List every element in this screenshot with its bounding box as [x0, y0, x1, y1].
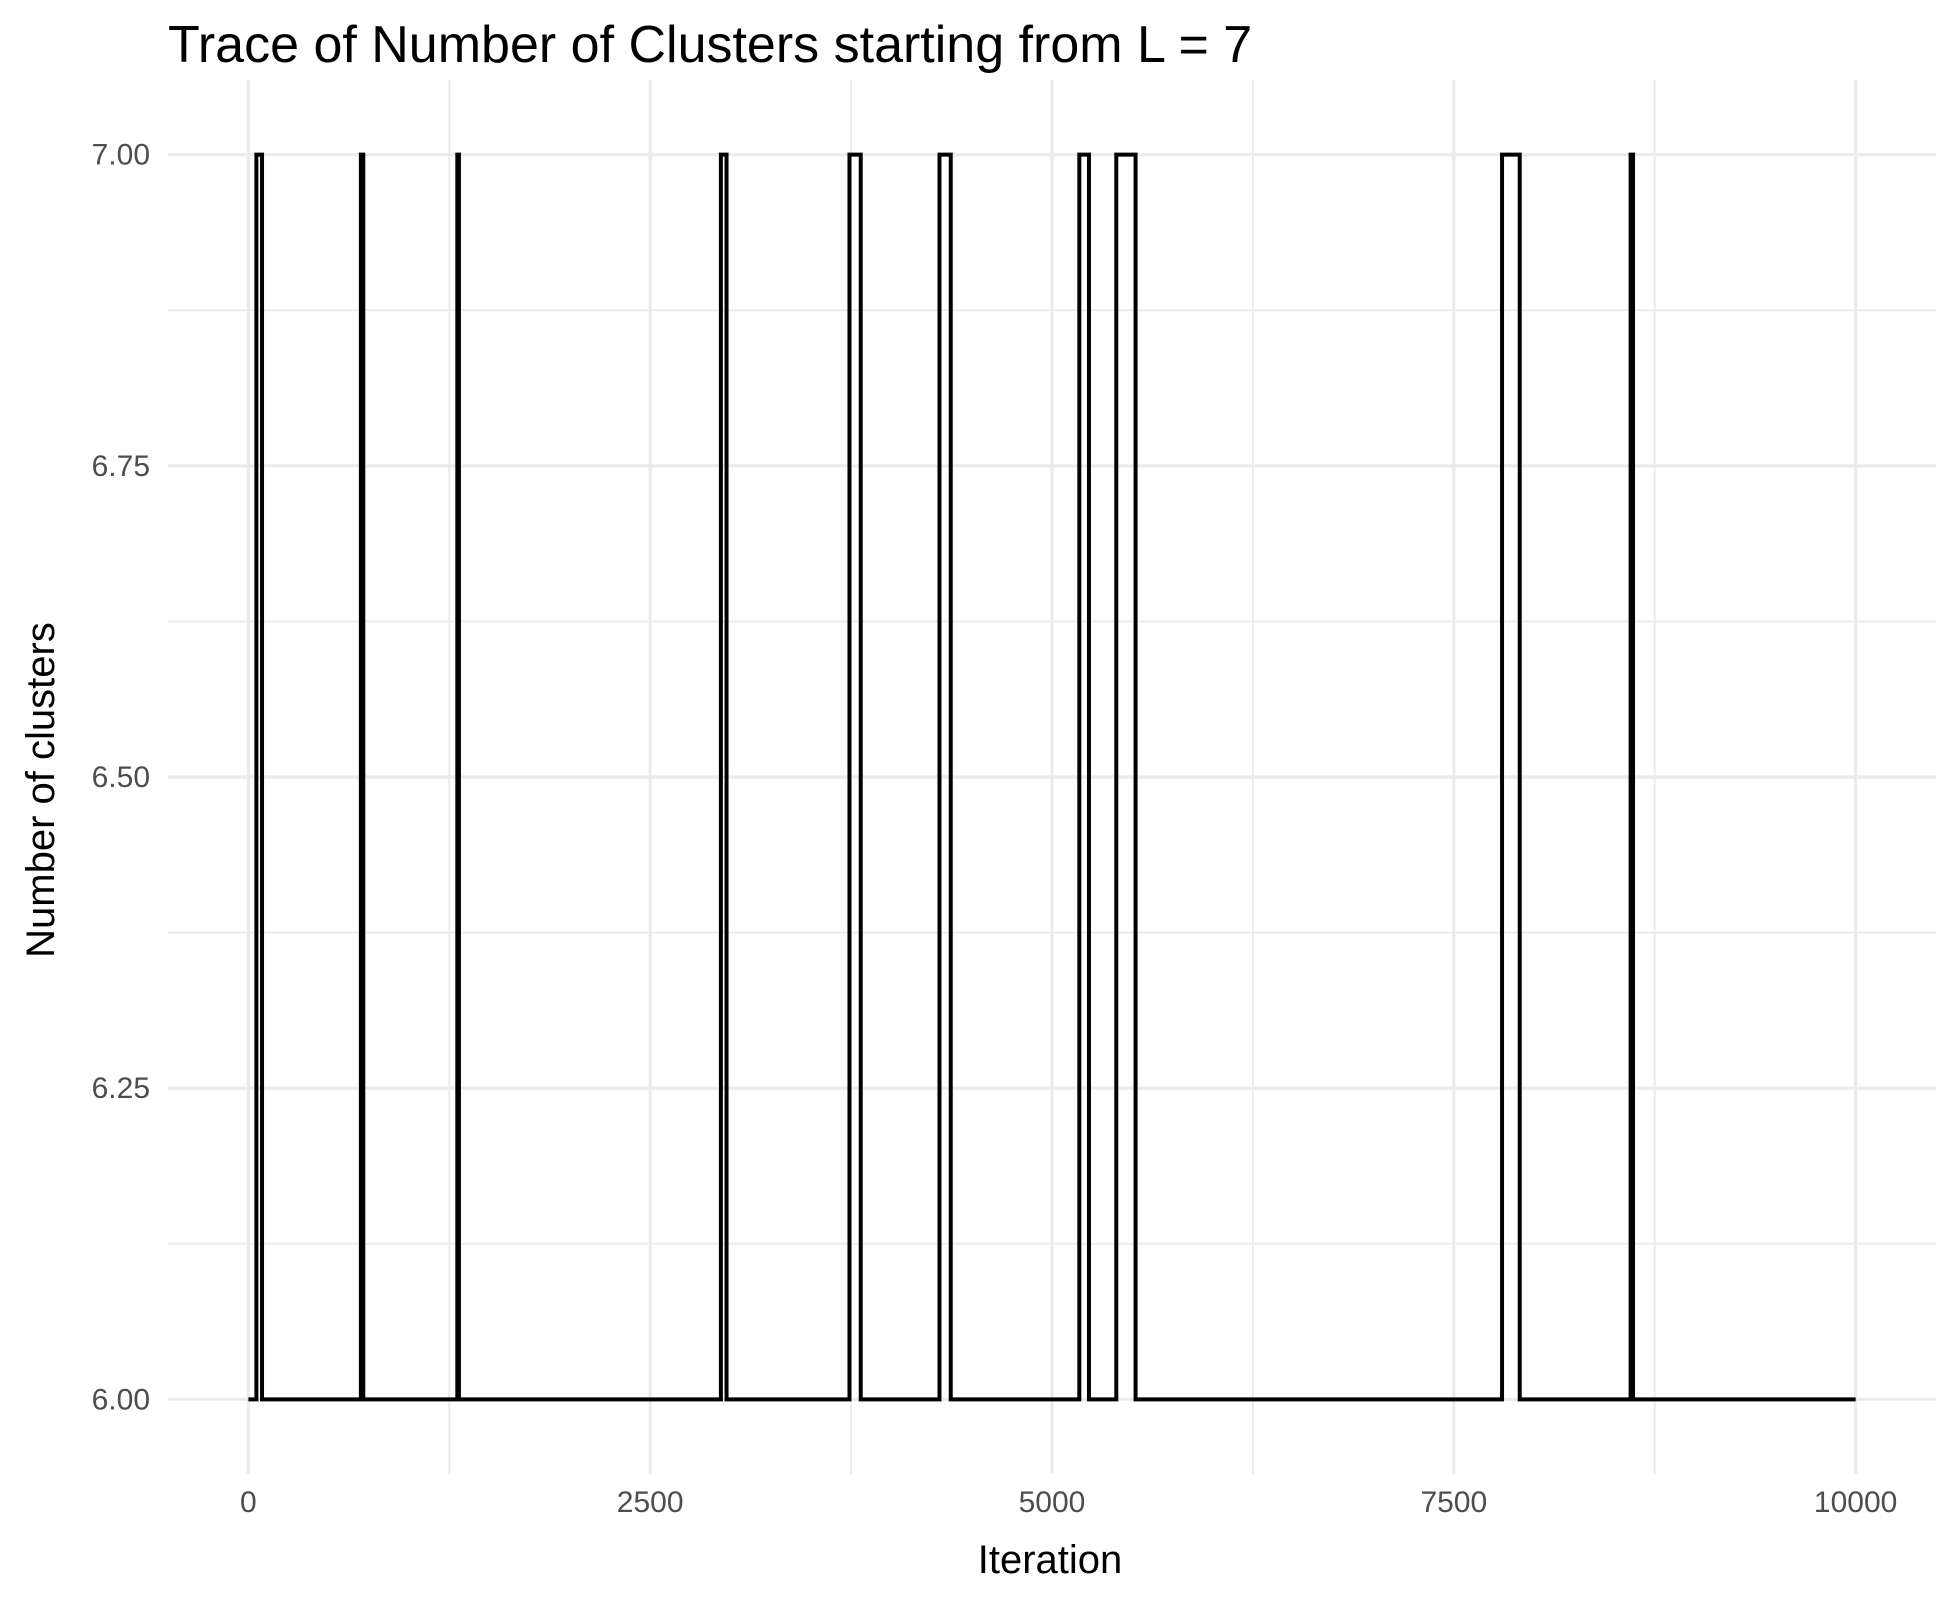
grid-layer	[168, 80, 1936, 1474]
series-layer	[248, 152, 1856, 1402]
x-tick-label: 10000	[1814, 1486, 1897, 1519]
x-tick-label: 5000	[1019, 1486, 1086, 1519]
y-tick-label: 7.00	[92, 139, 150, 172]
y-tick-label: 6.50	[92, 761, 150, 794]
y-tick-label: 6.25	[92, 1072, 150, 1105]
x-tick-label: 7500	[1420, 1486, 1487, 1519]
trace-line	[248, 152, 1856, 1402]
y-tick-label: 6.75	[92, 450, 150, 483]
x-axis-title: Iteration	[978, 1538, 1123, 1582]
y-axis-title: Number of clusters	[19, 622, 63, 958]
chart-title: Trace of Number of Clusters starting fro…	[168, 16, 1252, 74]
x-tick-label: 0	[240, 1486, 257, 1519]
x-tick-label: 2500	[617, 1486, 684, 1519]
tick-layer: 0 2500 5000 7500 10000 6.00 6.25 6.50 6.75 7.00	[92, 139, 1898, 1519]
y-tick-label: 6.00	[92, 1383, 150, 1416]
